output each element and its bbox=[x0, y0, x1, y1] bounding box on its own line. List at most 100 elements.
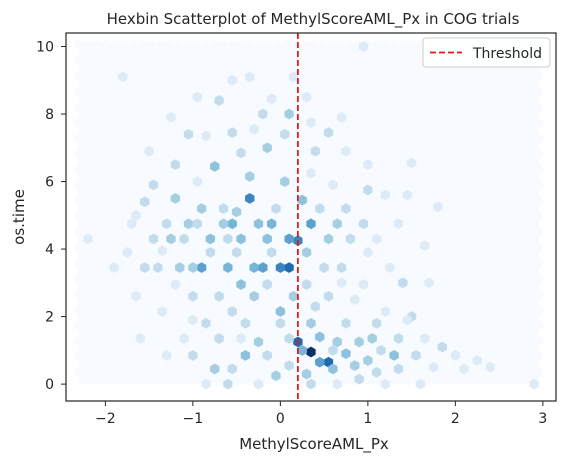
hex-bin bbox=[393, 218, 404, 230]
hex-bin bbox=[428, 361, 439, 373]
hex-bin bbox=[450, 350, 461, 361]
hex-bin bbox=[179, 333, 189, 344]
hex-bin bbox=[341, 348, 351, 360]
legend-box bbox=[422, 37, 551, 68]
hex-bin bbox=[275, 306, 286, 317]
hex-bin bbox=[196, 203, 207, 214]
hex-bin bbox=[271, 203, 281, 214]
hex-bin bbox=[393, 363, 404, 375]
hex-bin bbox=[336, 112, 347, 123]
hex-bin bbox=[306, 167, 316, 179]
hex-bin bbox=[437, 341, 447, 353]
hex-bin bbox=[280, 128, 290, 140]
hex-bin bbox=[135, 333, 146, 344]
hex-bin bbox=[358, 218, 369, 230]
hex-bin bbox=[336, 277, 347, 289]
hex-bin bbox=[214, 333, 224, 344]
hex-bin bbox=[529, 378, 539, 390]
hex-bin bbox=[201, 317, 211, 329]
hex-bin bbox=[131, 290, 141, 302]
hex-bin bbox=[118, 71, 128, 83]
hex-bin bbox=[332, 336, 342, 348]
hex-bin bbox=[367, 333, 377, 344]
hex-bin bbox=[420, 240, 430, 252]
hex-bin bbox=[411, 350, 421, 361]
hex-bin bbox=[371, 317, 382, 329]
hex-bin bbox=[319, 262, 329, 273]
hexbin-cells bbox=[83, 41, 539, 390]
hex-bin bbox=[210, 161, 220, 172]
hex-bin bbox=[424, 277, 434, 289]
hex-bin bbox=[420, 333, 430, 344]
hex-bin bbox=[284, 360, 294, 371]
hex-bin bbox=[266, 93, 277, 105]
hex-bin bbox=[389, 350, 399, 361]
hex-bin bbox=[205, 233, 216, 245]
x-axis-label: MethylScoreAML_Px bbox=[239, 435, 389, 454]
hex-bin bbox=[363, 184, 373, 196]
hex-bin bbox=[275, 262, 286, 273]
hex-bin bbox=[406, 157, 417, 169]
hex-bin bbox=[402, 314, 412, 326]
hex-bin bbox=[354, 336, 364, 348]
hex-bin bbox=[214, 95, 224, 106]
hex-bin bbox=[310, 301, 321, 312]
hex-bin bbox=[284, 333, 294, 344]
hex-bin bbox=[223, 233, 233, 245]
hex-bin bbox=[109, 262, 119, 273]
hex-bin bbox=[240, 350, 251, 361]
hex-bin bbox=[315, 203, 325, 214]
hex-bin bbox=[310, 145, 321, 157]
hex-bin bbox=[170, 193, 181, 204]
hex-bin bbox=[459, 363, 469, 375]
hex-bin bbox=[166, 112, 176, 123]
hex-bin bbox=[153, 262, 163, 273]
hex-bin bbox=[380, 378, 391, 390]
hex-bin bbox=[83, 233, 93, 245]
hex-bin bbox=[332, 218, 342, 230]
hex-bin bbox=[363, 247, 373, 258]
hex-bin bbox=[240, 317, 251, 329]
hex-bin bbox=[363, 159, 373, 171]
x-tick-label: 3 bbox=[538, 411, 547, 427]
hex-bin bbox=[231, 206, 242, 218]
hex-bin bbox=[262, 142, 272, 154]
hex-bin bbox=[236, 279, 246, 290]
y-tick-label: 6 bbox=[45, 175, 54, 191]
hex-bin bbox=[205, 247, 216, 258]
hex-bin bbox=[148, 233, 159, 245]
hex-bin bbox=[301, 279, 312, 290]
hex-bin bbox=[201, 378, 211, 390]
hex-bin bbox=[210, 363, 220, 375]
hex-bin bbox=[161, 350, 172, 361]
hex-bin bbox=[306, 378, 316, 390]
x-tick-label: −2 bbox=[95, 411, 116, 427]
chart-title: Hexbin Scatterplot of MethylScoreAML_Px … bbox=[107, 10, 520, 29]
hex-bin bbox=[218, 218, 229, 230]
y-axis-label: os.time bbox=[10, 189, 28, 245]
hex-bin bbox=[472, 355, 482, 366]
hex-bin bbox=[306, 317, 316, 329]
y-axis: 0 2 4 6 8 10 bbox=[36, 40, 66, 393]
hex-bin bbox=[223, 262, 233, 273]
hex-bin bbox=[284, 233, 294, 245]
hex-bin bbox=[249, 123, 259, 135]
hex-bin bbox=[188, 262, 198, 273]
hex-bin bbox=[485, 361, 496, 373]
hex-bin bbox=[371, 366, 382, 378]
y-tick-label: 2 bbox=[45, 310, 54, 326]
hex-bin bbox=[398, 277, 408, 289]
hex-bin bbox=[323, 233, 334, 245]
hex-bin bbox=[179, 233, 189, 245]
hex-bin bbox=[301, 368, 312, 380]
hex-bin bbox=[332, 378, 342, 390]
hex-bin bbox=[297, 345, 307, 356]
hex-bin bbox=[358, 279, 369, 290]
hex-bin bbox=[140, 262, 150, 273]
hex-bin bbox=[380, 306, 391, 317]
hex-bin bbox=[218, 203, 229, 214]
hex-bin bbox=[223, 378, 233, 390]
hex-bin bbox=[140, 196, 150, 208]
hex-bin bbox=[227, 74, 237, 86]
